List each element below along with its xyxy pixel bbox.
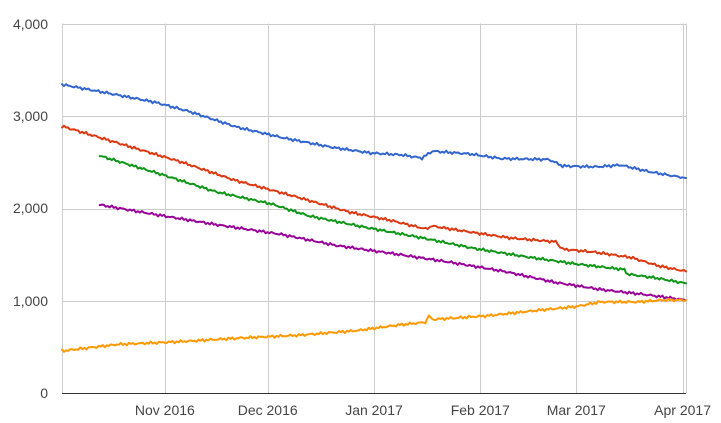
y-tick-label: 0 xyxy=(40,385,48,401)
x-tick-label: Feb 2017 xyxy=(451,402,510,418)
y-tick-label: 4,000 xyxy=(13,16,48,32)
series-line-1 xyxy=(61,83,687,179)
y-tick-label: 1,000 xyxy=(13,293,48,309)
y-tick-label: 2,000 xyxy=(13,200,48,216)
plot-area xyxy=(61,83,687,353)
x-tick-label: Mar 2017 xyxy=(547,402,606,418)
x-tick-label: Apr 2017 xyxy=(654,402,711,418)
x-tick-label: Dec 2016 xyxy=(238,402,298,418)
series-line-4 xyxy=(98,203,687,302)
series-line-2 xyxy=(61,124,687,273)
y-axis: 0 1,000 2,000 3,000 4,000 xyxy=(13,16,48,401)
x-tick-label: Jan 2017 xyxy=(345,402,403,418)
series-line-5 xyxy=(61,297,687,353)
y-tick-label: 3,000 xyxy=(13,108,48,124)
series-line-3 xyxy=(98,155,687,285)
x-axis: Nov 2016 Dec 2016 Jan 2017 Feb 2017 Mar … xyxy=(135,402,711,418)
x-tick-label: Nov 2016 xyxy=(135,402,195,418)
gridlines xyxy=(62,23,687,394)
